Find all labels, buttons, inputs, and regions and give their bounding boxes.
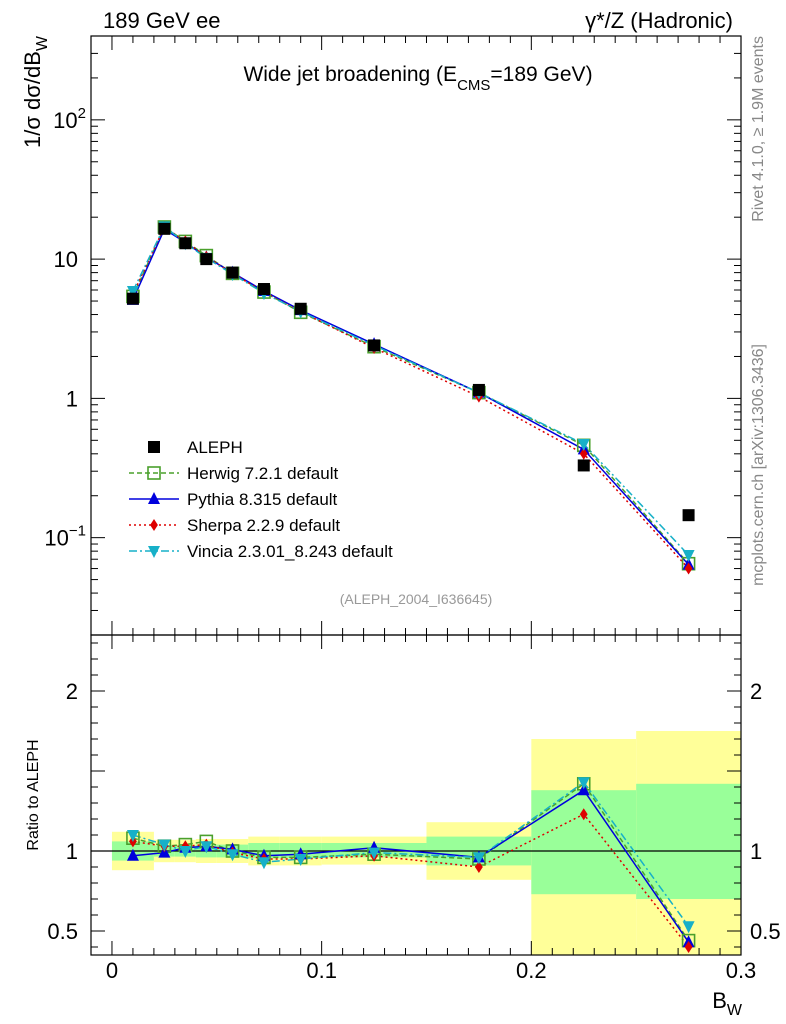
ratio-y-tick-label: 2: [66, 679, 78, 704]
ratio-y-tick-label-right: 1: [750, 839, 762, 864]
main-y-tick-label: 10−1: [44, 523, 86, 551]
main-y-tick-label: 1: [66, 386, 78, 411]
legend-label: Pythia 8.315 default: [187, 490, 338, 509]
series-point-2: [684, 562, 693, 575]
legend-label: Sherpa 2.2.9 default: [187, 516, 340, 535]
legend-marker: [147, 466, 161, 480]
x-tick-label: 0.2: [516, 958, 547, 983]
series-point-3: [682, 550, 695, 563]
ratio-y-label: Ratio to ALEPH: [25, 739, 42, 850]
ratio-point-3: [294, 854, 307, 866]
series-line-2: [132, 225, 690, 570]
data-point: [179, 237, 192, 250]
ratio-line-0: [132, 782, 690, 942]
ratio-point-2: [684, 941, 693, 953]
ratio-line-2: [132, 813, 690, 948]
ratio-frame: [90, 634, 742, 956]
main-title: Wide jet broadening (ECMS=189 GeV): [243, 63, 592, 94]
data-point: [158, 222, 171, 235]
legend-marker: [148, 546, 160, 558]
legend-marker: [148, 492, 160, 504]
ratio-point-3: [179, 846, 192, 858]
x-tick-label: 0: [106, 958, 118, 983]
watermark: (ALEPH_2004_I636645): [340, 591, 493, 607]
data-point: [577, 459, 590, 472]
ratio-y-tick-label: 0.5: [47, 919, 78, 944]
x-axis-label: BW: [712, 988, 743, 1019]
data-point: [200, 253, 213, 266]
ratio-point-3: [368, 847, 381, 860]
legend-label: Herwig 7.2.1 default: [187, 464, 338, 483]
data-point: [472, 383, 485, 396]
ratio-point-3: [257, 857, 270, 870]
legend-marker: [148, 441, 160, 453]
main-y-label: 1/σ dσ/dBW: [20, 35, 51, 148]
ratio-point-3: [158, 839, 171, 852]
series-point-3: [126, 286, 139, 299]
data-point: [226, 266, 239, 279]
main-y-tick-label: 10: [54, 247, 78, 272]
ratio-point-3: [126, 830, 139, 842]
rivet-label: Rivet 4.1.0, ≥ 1.9M events: [750, 36, 767, 222]
ratio-point-3: [200, 841, 213, 854]
ratio-y-tick-label-right: 0.5: [750, 919, 781, 944]
legend-marker: [150, 519, 158, 531]
data-point: [126, 292, 139, 305]
header-left: 189 GeV ee: [103, 8, 220, 33]
data-point: [257, 283, 270, 296]
legend-label: Vincia 2.3.01_8.243 default: [187, 542, 393, 561]
error-band-inner: [636, 783, 741, 899]
main-panel: Wide jet broadening (ECMS=189 GeV) 1/σ d…: [20, 35, 742, 636]
ratio-point-3: [472, 852, 485, 865]
ratio-point-3: [577, 777, 590, 790]
series-line-1: [132, 228, 690, 566]
ratio-y-tick-label-right: 2: [750, 679, 762, 704]
x-tick-label: 0.3: [726, 958, 757, 983]
series-point-2: [579, 447, 588, 460]
x-tick-label: 0.1: [306, 958, 337, 983]
main-y-tick-label: 102: [53, 105, 86, 133]
ratio-y-tick-label: 1: [66, 839, 78, 864]
data-point: [368, 339, 381, 352]
ratio-point-2: [579, 808, 588, 821]
ratio-point-3: [682, 921, 695, 934]
legend-label: ALEPH: [187, 438, 243, 457]
legend: ALEPH Herwig 7.2.1 default Pythia 8.315 de…: [129, 438, 393, 561]
ratio-panel: Ratio to ALEPH 0.5 0.5 1 1 2 2 0 0.1 0.2 0.3 BW: [25, 634, 781, 1019]
header-right: γ*/Z (Hadronic): [585, 8, 733, 33]
mcplots-label: mcplots.cern.ch [arXiv:1306.3436]: [750, 344, 767, 586]
data-point: [294, 302, 307, 315]
ratio-point-3: [226, 849, 239, 862]
ratio-point-2: [475, 861, 483, 873]
ratio-point-1: [126, 848, 139, 861]
series-line-0: [132, 225, 690, 565]
data-point: [682, 509, 695, 522]
series-point-3: [577, 439, 590, 452]
